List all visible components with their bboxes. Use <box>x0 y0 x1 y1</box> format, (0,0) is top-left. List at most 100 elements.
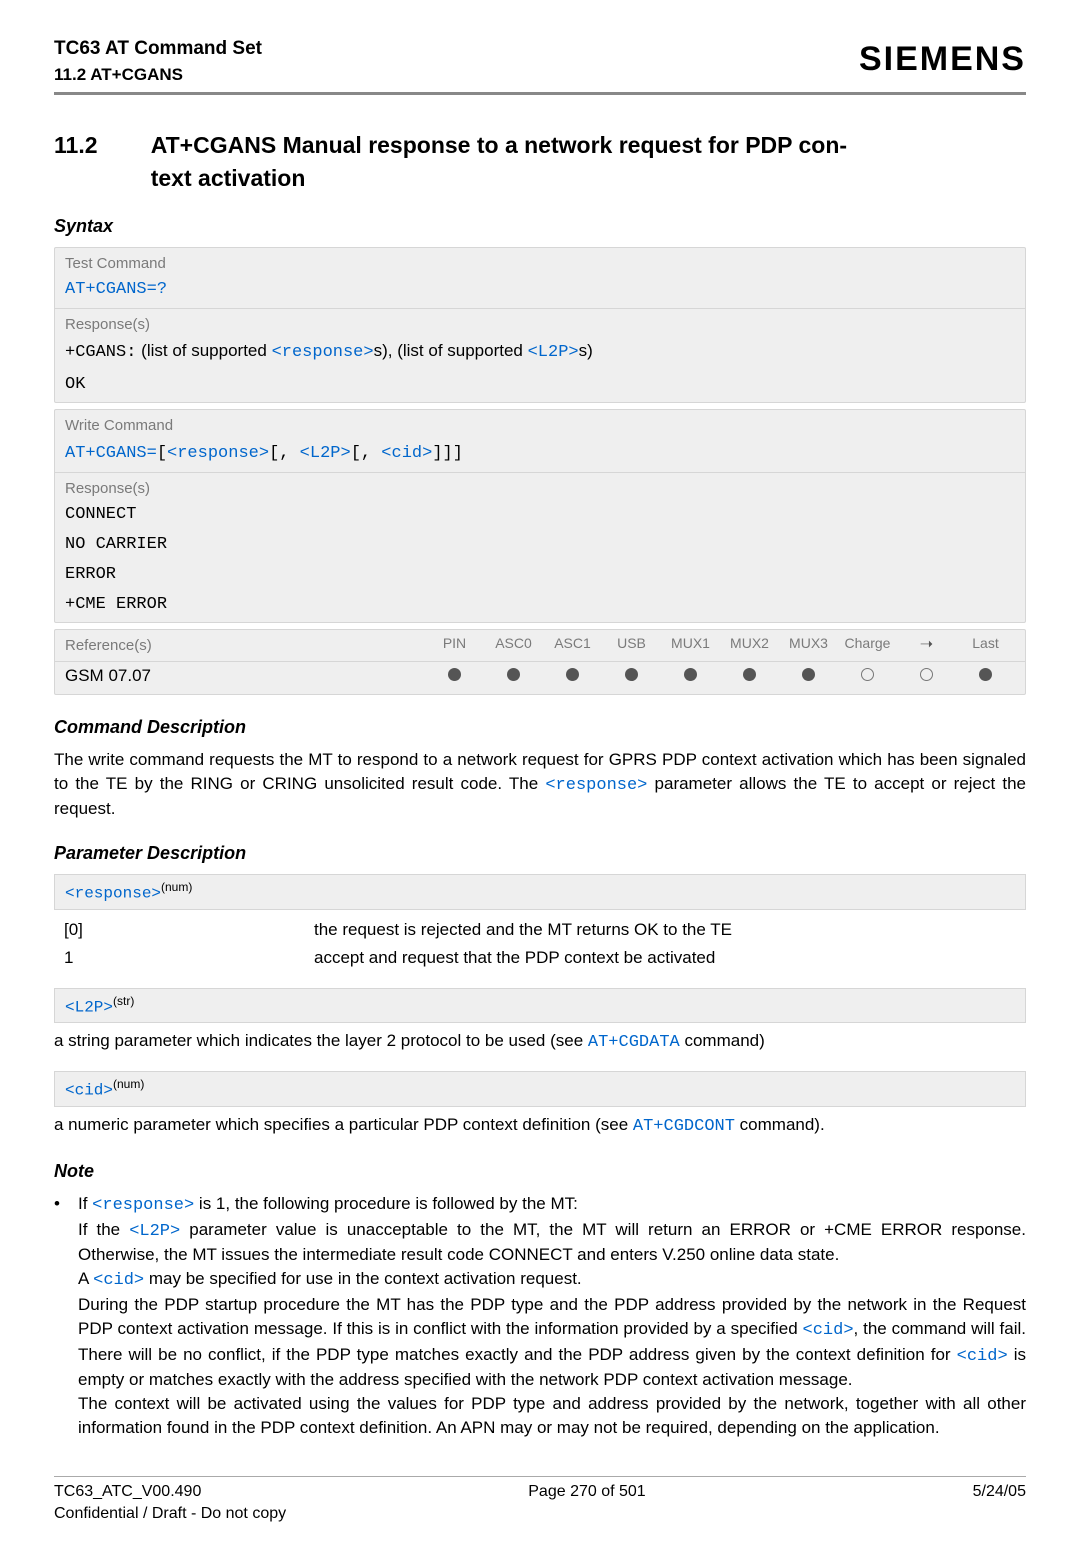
l2p-link: AT+CGDATA <box>588 1033 680 1052</box>
col-pin: PIN <box>425 634 484 656</box>
write-r1: CONNECT <box>55 501 1025 533</box>
test-command-box: Test Command AT+CGANS=? Response(s) +CGA… <box>54 247 1026 403</box>
col-arrow: ➝ <box>897 634 956 656</box>
test-command-label: Test Command <box>55 248 1025 276</box>
cid-d2: command). <box>735 1115 825 1134</box>
test-ok: OK <box>55 371 1025 403</box>
dot-7 <box>838 664 897 688</box>
param-row-0: [0] the request is rejected and the MT r… <box>54 916 1026 944</box>
write-r3: ERROR <box>55 563 1025 593</box>
write-r2: NO CARRIER <box>55 533 1025 563</box>
dot-5 <box>720 664 779 688</box>
dot-2 <box>543 664 602 688</box>
write-cmd-prefix: AT+CGANS= <box>65 444 157 463</box>
write-command-label: Write Command <box>55 410 1025 438</box>
dot-3 <box>602 664 661 688</box>
resp-prefix: +CGANS: <box>65 343 136 362</box>
write-p2: <L2P> <box>300 444 351 463</box>
param-l2p-desc: a string parameter which indicates the l… <box>54 1029 1026 1055</box>
write-r4: +CME ERROR <box>55 593 1025 623</box>
write-command-box: Write Command AT+CGANS=[<response>[, <L2… <box>54 409 1026 623</box>
dot-9 <box>956 664 1015 688</box>
command-description-heading: Command Description <box>54 715 1026 740</box>
footer-right: 5/24/05 <box>973 1481 1026 1503</box>
dot-1 <box>484 664 543 688</box>
n3kw: <cid> <box>93 1271 144 1290</box>
command-description-text: The write command requests the MT to res… <box>54 748 1026 821</box>
l2p-d1: a string parameter which indicates the l… <box>54 1031 588 1050</box>
param-cid-tag: <cid> <box>65 1081 113 1099</box>
footer-left: TC63_ATC_V00.490 <box>54 1481 201 1503</box>
syntax-heading: Syntax <box>54 214 1026 239</box>
col-usb: USB <box>602 634 661 656</box>
param-cid-desc: a numeric parameter which specifies a pa… <box>54 1113 1026 1139</box>
reference-data-row: GSM 07.07 <box>55 661 1025 694</box>
section-title-line2: text activation <box>151 165 306 191</box>
test-response-label: Response(s) <box>55 308 1025 337</box>
col-asc0: ASC0 <box>484 634 543 656</box>
n1b: is 1, the following procedure is followe… <box>194 1194 578 1213</box>
dot-4 <box>661 664 720 688</box>
param-l2p-header: <L2P>(str) <box>54 988 1026 1024</box>
section-title: AT+CGANS Manual response to a network re… <box>151 129 1001 193</box>
param-row-1: 1 accept and request that the PDP contex… <box>54 944 1026 972</box>
n2kw: <L2P> <box>129 1222 180 1241</box>
param-val-1: accept and request that the PDP context … <box>314 946 1016 970</box>
test-command-cmd: AT+CGANS=? <box>55 276 1025 308</box>
param-l2p-tag: <L2P> <box>65 998 113 1016</box>
cid-link: AT+CGDCONT <box>633 1117 735 1136</box>
n5: The context will be activated using the … <box>78 1394 1026 1437</box>
resp-text2: s), (list of supported <box>374 341 528 360</box>
note-heading: Note <box>54 1159 1026 1184</box>
write-p1: <response> <box>167 444 269 463</box>
param-cid-header: <cid>(num) <box>54 1071 1026 1107</box>
dot-cells <box>425 664 1015 688</box>
param-response-tag: <response> <box>65 885 161 903</box>
col-mux3: MUX3 <box>779 634 838 656</box>
parameter-description-heading: Parameter Description <box>54 841 1026 866</box>
note-body: If <response> is 1, the following proced… <box>78 1192 1026 1440</box>
n2b: parameter value is unacceptable to the M… <box>78 1220 1026 1265</box>
n1kw: <response> <box>92 1196 194 1215</box>
col-charge: Charge <box>838 634 897 656</box>
bullet-icon: • <box>54 1192 78 1440</box>
footer-confidential: Confidential / Draft - Do not copy <box>54 1503 1026 1525</box>
n3a: A <box>78 1269 93 1288</box>
n1a: If <box>78 1194 92 1213</box>
n2a: If the <box>78 1220 129 1239</box>
resp-kw2: <L2P> <box>528 343 579 362</box>
dot-8 <box>897 664 956 688</box>
col-asc1: ASC1 <box>543 634 602 656</box>
reference-label: Reference(s) <box>65 635 425 656</box>
resp-text1: (list of supported <box>141 341 271 360</box>
l2p-d2: command) <box>680 1031 765 1050</box>
doc-title: TC63 AT Command Set <box>54 36 262 63</box>
n4kw2: <cid> <box>957 1347 1008 1366</box>
param-val-0: the request is rejected and the MT retur… <box>314 918 1016 942</box>
write-command-cmd: AT+CGANS=[<response>[, <L2P>[, <cid>]]] <box>55 438 1025 472</box>
param-cid-sup: (num) <box>113 1077 144 1091</box>
footer-version: TC63_ATC_V00.490 <box>54 1483 201 1500</box>
resp-kw1: <response> <box>272 343 374 362</box>
col-last: Last <box>956 634 1015 656</box>
section-title-line1: AT+CGANS Manual response to a network re… <box>151 132 847 158</box>
dot-6 <box>779 664 838 688</box>
param-response-header: <response>(num) <box>54 874 1026 910</box>
param-response-sup: (num) <box>161 880 192 894</box>
param-key-0: [0] <box>64 918 314 942</box>
plane-icon: ➝ <box>920 634 933 656</box>
reference-header-row: Reference(s) PIN ASC0 ASC1 USB MUX1 MUX2… <box>55 630 1025 660</box>
doc-subtitle: 11.2 AT+CGANS <box>54 63 262 87</box>
section-number: 11.2 <box>54 129 146 161</box>
write-response-label: Response(s) <box>55 472 1025 501</box>
reference-box: Reference(s) PIN ASC0 ASC1 USB MUX1 MUX2… <box>54 629 1026 694</box>
page-footer: TC63_ATC_V00.490 Page 270 of 501 5/24/05 <box>54 1477 1026 1503</box>
n3b: may be specified for use in the context … <box>144 1269 582 1288</box>
col-mux2: MUX2 <box>720 634 779 656</box>
section-heading: 11.2 AT+CGANS Manual response to a netwo… <box>54 129 1026 193</box>
param-key-1: 1 <box>64 946 314 970</box>
cid-d1: a numeric parameter which specifies a pa… <box>54 1115 633 1134</box>
param-l2p-sup: (str) <box>113 994 134 1008</box>
resp-text3: s) <box>579 341 593 360</box>
test-response-line: +CGANS: (list of supported <response>s),… <box>55 337 1025 371</box>
